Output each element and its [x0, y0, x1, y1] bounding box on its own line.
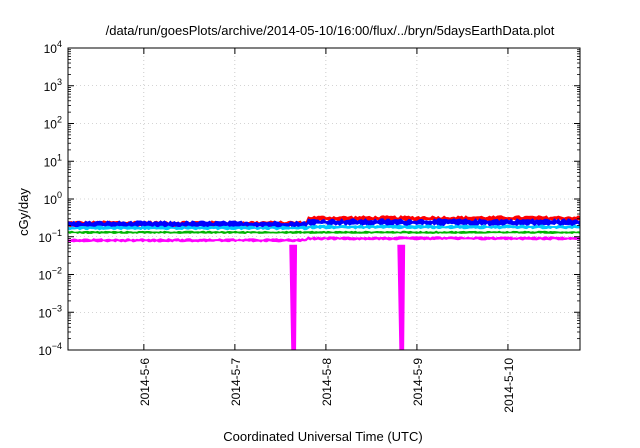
x-tick-label: 2014-5-9	[411, 358, 425, 406]
x-tick-label: 2014-5-6	[138, 358, 152, 406]
y-tick-label: 10−2	[38, 266, 62, 283]
series-band	[67, 230, 581, 235]
data-series	[67, 215, 581, 351]
series-dropout	[397, 244, 406, 351]
x-axis-ticks: 2014-5-6 2014-5-7 2014-5-8 2014-5-9 2014-5-1…	[138, 48, 516, 413]
grid-lines	[68, 48, 580, 350]
y-axis-label: cGy/day	[16, 188, 31, 236]
y-tick-label: 10−3	[38, 303, 62, 320]
series-dropout	[289, 244, 298, 351]
x-axis-label: Coordinated Universal Time (UTC)	[223, 429, 422, 444]
y-tick-label: 10−1	[38, 228, 62, 245]
chart-title: /data/run/goesPlots/archive/2014-05-10/1…	[106, 23, 555, 38]
y-tick-label: 101	[44, 152, 62, 169]
y-tick-label: 10−4	[38, 341, 62, 358]
x-tick-label: 2014-5-8	[320, 358, 334, 406]
series-band	[67, 236, 581, 243]
x-tick-label: 2014-5-7	[229, 358, 243, 406]
y-tick-label: 102	[44, 115, 62, 132]
y-axis-ticks: 10−4 10−3 10−2 10−1 100 101 102 103 104	[38, 39, 580, 358]
x-tick-label: 2014-5-10	[502, 358, 516, 413]
y-tick-label: 104	[44, 39, 62, 56]
y-tick-label: 103	[44, 77, 62, 94]
y-tick-label: 100	[44, 190, 62, 207]
